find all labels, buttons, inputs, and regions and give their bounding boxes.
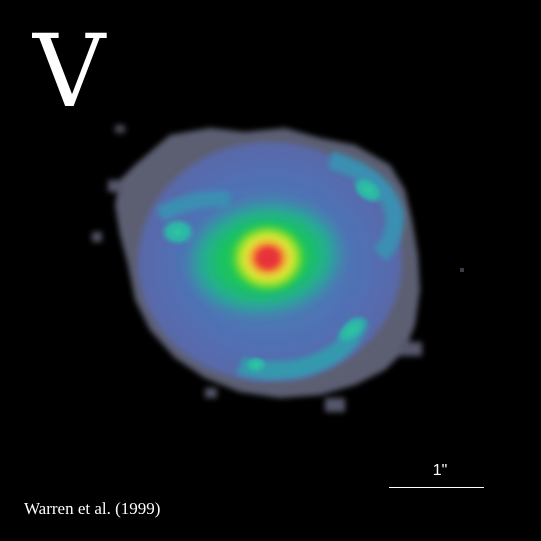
filter-label: V — [33, 13, 105, 130]
knot-upper-right — [351, 175, 385, 205]
core-center — [257, 248, 279, 268]
knot-left — [160, 218, 196, 246]
credit-text: Warren et al. (1999) — [24, 499, 161, 518]
scale-bar-label: 1" — [432, 462, 448, 479]
knot-lower-left — [244, 356, 268, 374]
knot-lower-right — [335, 314, 369, 346]
field-star — [460, 268, 464, 272]
scale-bar — [389, 487, 484, 488]
